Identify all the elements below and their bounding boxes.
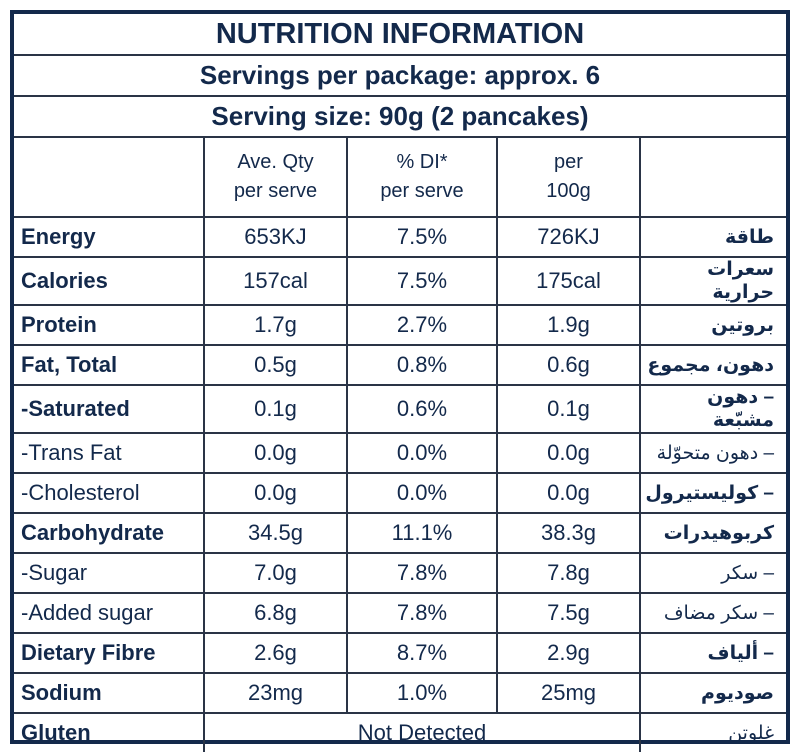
per-100g-value: 0.1g (496, 384, 641, 434)
daily-intake-value: 0.0% (346, 472, 498, 514)
per-serve-value: 0.0g (203, 472, 348, 514)
table-row: Energy 653KJ 7.5% 726KJ طاقة (14, 216, 787, 258)
arabic-label: دهون، مجموع (638, 344, 787, 386)
header-line: Ave. Qty (237, 151, 314, 173)
per-100g-value: 7.8g (496, 552, 641, 594)
per-100g-value: 175cal (496, 256, 641, 306)
arabic-label: غلوتن (638, 712, 787, 752)
daily-intake-value: 0.0% (346, 432, 498, 474)
arabic-label: طاقة (638, 216, 787, 258)
servings-per-package: Servings per package: approx. 6 (14, 54, 787, 97)
per-100g-value: 726KJ (496, 216, 641, 258)
daily-intake-value: 0.6% (346, 384, 498, 434)
nutrient-label: -Cholesterol (14, 472, 205, 514)
nutrient-label: Energy (14, 216, 205, 258)
arabic-label: صوديوم (638, 672, 787, 714)
per-serve-value: 0.1g (203, 384, 348, 434)
table-row: -Saturated 0.1g 0.6% 0.1g – دهون مشبّعة (14, 384, 787, 434)
table-row: Carbohydrate 34.5g 11.1% 38.3g كربوهيدرات (14, 512, 787, 554)
header-empty-arabic (638, 136, 787, 218)
nutrient-label: Carbohydrate (14, 512, 205, 554)
arabic-label: بروتين (638, 304, 787, 346)
nutrient-label: Protein (14, 304, 205, 346)
nutrition-table: NUTRITION INFORMATION Servings per packa… (10, 10, 790, 752)
nutrient-label: Sodium (14, 672, 205, 714)
table-row: Calories 157cal 7.5% 175cal سعرات حرارية (14, 256, 787, 306)
nutrient-label: -Sugar (14, 552, 205, 594)
per-100g-value: 0.0g (496, 432, 641, 474)
per-100g-value: 38.3g (496, 512, 641, 554)
arabic-label: – كوليستيرول (638, 472, 787, 514)
table-row: -Trans Fat 0.0g 0.0% 0.0g – دهون متحوّلة (14, 432, 787, 474)
header-line: % DI* (396, 151, 448, 173)
arabic-label: – سكر مضاف (638, 592, 787, 634)
arabic-label: سعرات حرارية (638, 256, 787, 306)
table-row: Dietary Fibre 2.6g 8.7% 2.9g – ألياف (14, 632, 787, 674)
nutrient-label: Calories (14, 256, 205, 306)
table-row: -Sugar 7.0g 7.8% 7.8g – سكر (14, 552, 787, 594)
per-serve-value: 23mg (203, 672, 348, 714)
header-empty (14, 136, 205, 218)
daily-intake-value: 7.8% (346, 552, 498, 594)
gluten-value: Not Detected (203, 712, 641, 752)
nutrient-label: -Added sugar (14, 592, 205, 634)
serving-size: Serving size: 90g (2 pancakes) (14, 95, 787, 138)
arabic-label: كربوهيدرات (638, 512, 787, 554)
nutrient-label: Gluten (14, 712, 205, 752)
header-line: per serve (380, 180, 464, 202)
arabic-label: – دهون مشبّعة (638, 384, 787, 434)
per-serve-value: 157cal (203, 256, 348, 306)
daily-intake-value: 0.8% (346, 344, 498, 386)
per-serve-value: 7.0g (203, 552, 348, 594)
per-serve-value: 2.6g (203, 632, 348, 674)
header-ave-qty: Ave. Qty per serve (203, 136, 348, 218)
nutrient-label: Fat, Total (14, 344, 205, 386)
table-row: -Added sugar 6.8g 7.8% 7.5g – سكر مضاف (14, 592, 787, 634)
arabic-label: – سكر (638, 552, 787, 594)
nutrient-label: -Trans Fat (14, 432, 205, 474)
arabic-label: – دهون متحوّلة (638, 432, 787, 474)
table-title: NUTRITION INFORMATION (14, 14, 787, 56)
per-serve-value: 0.0g (203, 432, 348, 474)
column-headers: Ave. Qty per serve % DI* per serve per 100g (14, 136, 787, 218)
daily-intake-value: 2.7% (346, 304, 498, 346)
per-100g-value: 7.5g (496, 592, 641, 634)
table-row-gluten: Gluten Not Detected غلوتن (14, 712, 787, 752)
daily-intake-value: 7.5% (346, 256, 498, 306)
nutrient-label: Dietary Fibre (14, 632, 205, 674)
per-serve-value: 1.7g (203, 304, 348, 346)
table-row: Protein 1.7g 2.7% 1.9g بروتين (14, 304, 787, 346)
header-line: 100g (546, 180, 591, 202)
header-per-100g: per 100g (496, 136, 641, 218)
nutrient-label: -Saturated (14, 384, 205, 434)
per-100g-value: 0.6g (496, 344, 641, 386)
per-100g-value: 0.0g (496, 472, 641, 514)
daily-intake-value: 7.5% (346, 216, 498, 258)
daily-intake-value: 11.1% (346, 512, 498, 554)
per-serve-value: 34.5g (203, 512, 348, 554)
per-serve-value: 653KJ (203, 216, 348, 258)
daily-intake-value: 7.8% (346, 592, 498, 634)
arabic-label: – ألياف (638, 632, 787, 674)
table-row: -Cholesterol 0.0g 0.0% 0.0g – كوليستيرول (14, 472, 787, 514)
header-di: % DI* per serve (346, 136, 498, 218)
per-serve-value: 6.8g (203, 592, 348, 634)
daily-intake-value: 1.0% (346, 672, 498, 714)
per-100g-value: 2.9g (496, 632, 641, 674)
header-line: per serve (233, 180, 318, 202)
daily-intake-value: 8.7% (346, 632, 498, 674)
table-row: Sodium 23mg 1.0% 25mg صوديوم (14, 672, 787, 714)
table-row: Fat, Total 0.5g 0.8% 0.6g دهون، مجموع (14, 344, 787, 386)
per-100g-value: 1.9g (496, 304, 641, 346)
header-line: per (554, 151, 583, 173)
per-serve-value: 0.5g (203, 344, 348, 386)
per-100g-value: 25mg (496, 672, 641, 714)
